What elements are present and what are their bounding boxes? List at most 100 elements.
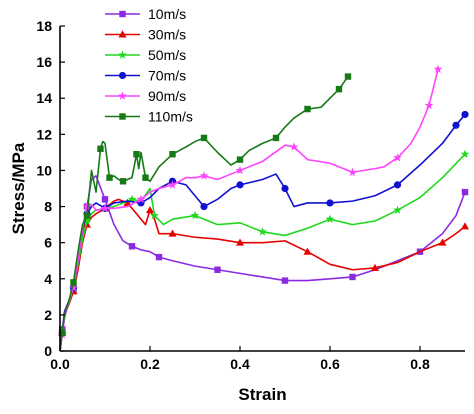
legend-item: 30m/s [105, 27, 186, 43]
data-point [281, 277, 289, 284]
data-point [424, 100, 434, 110]
data-point [281, 184, 289, 193]
data-point [168, 229, 177, 237]
x-tick-label: 0.2 [140, 356, 160, 372]
data-point [70, 279, 77, 286]
y-tick-label: 18 [36, 18, 52, 34]
y-tick-label: 10 [36, 162, 52, 178]
legend-item: 50m/s [105, 47, 186, 63]
y-tick-label: 8 [44, 199, 52, 215]
data-point [169, 150, 176, 158]
data-point [304, 105, 311, 113]
data-point [200, 134, 208, 142]
data-point [461, 110, 469, 119]
legend-item: 10m/s [105, 6, 186, 22]
data-point [344, 73, 352, 80]
series-90m/s [57, 64, 443, 352]
data-point [393, 205, 402, 214]
data-point [326, 199, 334, 207]
legend-item: 70m/s [105, 68, 186, 84]
data-point [258, 227, 267, 236]
data-point [335, 85, 343, 93]
data-point [235, 165, 245, 175]
data-point [123, 198, 132, 206]
data-point [460, 149, 470, 158]
legend-marker [118, 50, 127, 59]
legend-marker [119, 113, 126, 120]
data-point [146, 205, 154, 214]
data-point [133, 150, 140, 158]
data-point [82, 201, 92, 211]
x-tick-label: 0.8 [410, 356, 430, 372]
data-point [97, 145, 104, 152]
series-line [59, 198, 466, 352]
y-tick-label: 2 [44, 307, 52, 323]
data-point [155, 253, 163, 261]
data-point [236, 181, 244, 189]
data-point [101, 196, 109, 203]
legend-label: 70m/s [148, 68, 186, 84]
data-point [106, 174, 113, 181]
series-line [59, 76, 349, 352]
data-point [272, 134, 280, 142]
y-tick-label: 6 [44, 235, 52, 251]
data-point [127, 194, 137, 204]
data-point [348, 167, 357, 176]
data-point [59, 329, 66, 337]
data-point [119, 178, 127, 185]
data-point [200, 202, 208, 211]
data-point [69, 283, 78, 292]
y-tick-label: 4 [44, 271, 52, 287]
y-tick-label: 16 [36, 54, 52, 70]
series-layer [57, 64, 470, 352]
data-point [142, 174, 149, 181]
data-point [236, 238, 244, 246]
data-point [289, 142, 299, 151]
series-110m/s [59, 73, 352, 352]
data-point [190, 210, 200, 220]
data-point [461, 222, 469, 230]
y-tick-label: 0 [44, 343, 52, 359]
data-point [150, 210, 159, 220]
y-axis-title: Stress/MPa [9, 142, 28, 234]
data-point [452, 121, 460, 129]
legend-label: 50m/s [148, 47, 186, 63]
data-point [371, 263, 379, 271]
data-point [136, 194, 146, 204]
data-point [349, 273, 356, 281]
data-point [199, 171, 209, 180]
data-point [100, 203, 110, 213]
data-point [438, 238, 447, 246]
data-point [82, 216, 92, 225]
series-30m/s [58, 198, 469, 352]
legend-label: 90m/s [148, 88, 186, 104]
legend-marker [118, 91, 127, 100]
data-point [168, 180, 177, 189]
data-point [325, 214, 335, 223]
axes: 0.0 0.2 0.4 0.6 0.8 0 2 4 6 8 10 12 14 16 18 [36, 18, 465, 372]
data-point [236, 156, 244, 163]
x-tick-label: 0.4 [230, 356, 250, 372]
y-tick-label: 12 [36, 126, 52, 142]
legend-item: 110m/s [105, 109, 193, 125]
x-tick-label: 0.0 [50, 356, 70, 372]
data-point [393, 181, 402, 189]
series-line [59, 69, 439, 352]
legend-marker [119, 10, 126, 18]
data-point [83, 212, 91, 219]
legend: 10m/s 30m/s 50m/s 70m/s 90m/s 110m/s [105, 6, 193, 125]
data-point [214, 266, 221, 273]
legend-label: 30m/s [148, 27, 186, 43]
data-point [393, 153, 402, 162]
data-point [128, 243, 136, 250]
y-tick-label: 14 [36, 90, 52, 106]
legend-item: 90m/s [105, 88, 186, 104]
legend-label: 10m/s [148, 6, 186, 22]
data-point [303, 247, 312, 255]
legend-marker [118, 30, 127, 38]
legend-marker [118, 71, 127, 80]
x-axis-title: Strain [238, 385, 286, 404]
data-point [433, 64, 443, 74]
x-tick-label: 0.6 [320, 356, 340, 372]
